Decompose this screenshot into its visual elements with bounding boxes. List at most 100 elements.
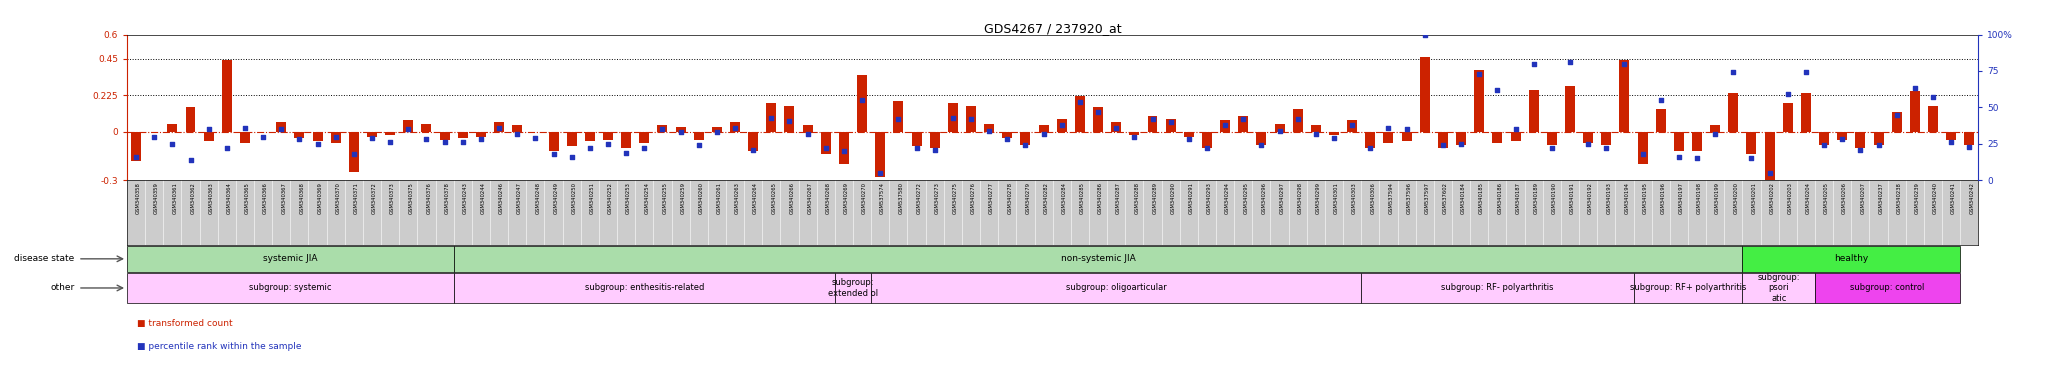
Text: subgroup: systemic: subgroup: systemic xyxy=(250,283,332,293)
Point xyxy=(229,125,262,131)
Point xyxy=(864,170,897,176)
Point xyxy=(537,151,569,157)
Text: healthy: healthy xyxy=(1835,254,1868,263)
Text: GSM340286: GSM340286 xyxy=(1098,182,1104,214)
Text: GSM340196: GSM340196 xyxy=(1661,182,1665,214)
Point xyxy=(1753,170,1786,176)
Text: GSM340362: GSM340362 xyxy=(190,182,195,214)
Text: GSM340206: GSM340206 xyxy=(1843,182,1847,214)
Point xyxy=(518,135,551,141)
Bar xyxy=(676,127,686,132)
Bar xyxy=(1020,132,1030,145)
Text: GSM340249: GSM340249 xyxy=(553,182,559,214)
Text: GSM340270: GSM340270 xyxy=(862,182,866,214)
Text: GSM340267: GSM340267 xyxy=(807,182,813,214)
Text: GSM340197: GSM340197 xyxy=(1679,182,1683,214)
Bar xyxy=(186,108,195,132)
Text: GSM340203: GSM340203 xyxy=(1788,182,1792,214)
Bar xyxy=(1128,132,1139,135)
Bar xyxy=(836,273,870,303)
Point xyxy=(1735,156,1767,162)
Text: GSM340248: GSM340248 xyxy=(535,182,541,214)
Bar xyxy=(1837,132,1847,140)
Bar xyxy=(1815,273,1960,303)
Point xyxy=(502,131,535,137)
Text: GSM340250: GSM340250 xyxy=(571,182,578,214)
Bar xyxy=(330,132,340,143)
Text: GSM340372: GSM340372 xyxy=(373,182,377,214)
Text: GSM340190: GSM340190 xyxy=(1552,182,1556,214)
Point xyxy=(1171,136,1204,142)
Bar xyxy=(422,124,432,132)
Bar xyxy=(440,132,451,140)
Point xyxy=(1462,71,1495,77)
Bar xyxy=(168,124,178,132)
Point xyxy=(1880,112,1913,118)
Point xyxy=(719,125,752,131)
Bar xyxy=(1311,125,1321,132)
Bar xyxy=(1475,70,1485,132)
Text: GSM340303: GSM340303 xyxy=(1352,182,1358,214)
Bar xyxy=(1329,132,1339,135)
Bar xyxy=(459,132,467,138)
Text: GSM340378: GSM340378 xyxy=(444,182,451,214)
Text: GSM340275: GSM340275 xyxy=(952,182,958,214)
Text: GSM340254: GSM340254 xyxy=(645,182,649,214)
Text: GSM340273: GSM340273 xyxy=(934,182,940,214)
Point xyxy=(137,134,170,140)
Text: GSM340297: GSM340297 xyxy=(1280,182,1284,214)
Text: GSM340364: GSM340364 xyxy=(227,182,231,214)
Text: GSM537596: GSM537596 xyxy=(1407,182,1411,214)
Bar xyxy=(1202,132,1212,148)
Point xyxy=(1554,59,1587,65)
Point xyxy=(1862,142,1894,148)
Bar xyxy=(694,132,705,140)
Bar xyxy=(893,101,903,132)
Point xyxy=(428,139,461,146)
Point xyxy=(193,126,225,132)
Text: GSM537597: GSM537597 xyxy=(1425,182,1430,214)
Point xyxy=(1589,145,1622,151)
Bar xyxy=(602,132,612,140)
Text: non-systemic JIA: non-systemic JIA xyxy=(1061,254,1135,263)
Text: GSM340358: GSM340358 xyxy=(135,182,141,214)
Point xyxy=(1409,31,1442,38)
Bar xyxy=(1638,132,1647,164)
Bar xyxy=(276,122,287,132)
Point xyxy=(1372,125,1405,131)
Point xyxy=(737,147,770,153)
Bar xyxy=(1493,132,1503,143)
Bar xyxy=(475,132,485,137)
Text: GSM340251: GSM340251 xyxy=(590,182,594,214)
Bar xyxy=(1946,132,1956,140)
Point xyxy=(1354,145,1386,151)
Bar xyxy=(1038,125,1049,132)
Point xyxy=(1227,116,1260,122)
Text: GSM340243: GSM340243 xyxy=(463,182,467,214)
Bar xyxy=(1800,93,1810,132)
Bar xyxy=(1655,109,1665,132)
Text: GSM340242: GSM340242 xyxy=(1970,182,1974,214)
Text: GSM340191: GSM340191 xyxy=(1571,182,1575,214)
Bar xyxy=(948,103,958,132)
Text: GSM340184: GSM340184 xyxy=(1460,182,1466,214)
Text: GSM340359: GSM340359 xyxy=(154,182,160,214)
Point xyxy=(555,154,588,160)
Bar xyxy=(567,132,578,146)
Point xyxy=(1481,87,1513,93)
Point xyxy=(1626,151,1659,157)
Text: GSM340276: GSM340276 xyxy=(971,182,977,214)
Bar xyxy=(1874,132,1884,145)
Text: GSM340367: GSM340367 xyxy=(281,182,287,214)
Point xyxy=(1190,145,1223,151)
Text: GSM340285: GSM340285 xyxy=(1079,182,1085,214)
Point xyxy=(936,114,969,121)
Point xyxy=(918,147,950,153)
Text: subgroup: oligoarticular: subgroup: oligoarticular xyxy=(1065,283,1167,293)
Text: other: other xyxy=(49,283,74,293)
Bar xyxy=(586,132,594,141)
Bar xyxy=(766,103,776,132)
Bar xyxy=(1710,125,1720,132)
Point xyxy=(119,154,152,160)
Point xyxy=(301,141,334,147)
